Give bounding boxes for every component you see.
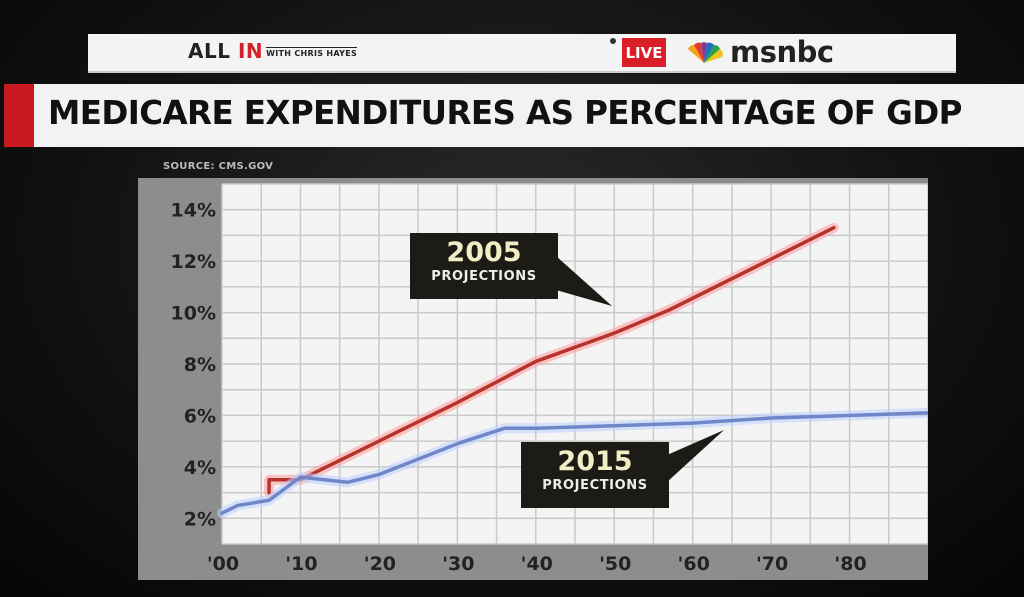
y-tick-label: 12% — [171, 251, 216, 273]
source-label: SOURCE: CMS.GOV — [163, 161, 274, 172]
x-tick-label: '50 — [599, 553, 631, 575]
network-logo: msnbc — [730, 35, 834, 69]
callout-2005-projections: 2005 PROJECTIONS — [410, 233, 558, 299]
show-logo: ALL IN WITH CHRIS HAYES — [188, 39, 358, 63]
callout-year: 2005 — [446, 237, 522, 268]
series-2005-line — [267, 225, 836, 495]
x-tick-label: '20 — [364, 553, 396, 575]
series-2015-line — [220, 411, 928, 515]
live-badge: LIVE — [622, 38, 666, 67]
y-tick-label: 14% — [171, 200, 216, 222]
title-bar: MEDICARE EXPENDITURES AS PERCENTAGE OF G… — [4, 84, 1024, 147]
callout-label: PROJECTIONS — [542, 478, 648, 493]
y-tick-label: 2% — [184, 508, 216, 530]
x-tick-label: '80 — [834, 553, 866, 575]
x-tick-label: '60 — [678, 553, 710, 575]
x-tick-label: '70 — [756, 553, 788, 575]
x-tick-label: '30 — [442, 553, 474, 575]
callout-year: 2015 — [557, 446, 633, 477]
show-name: ALL — [188, 39, 238, 63]
y-tick-label: 4% — [184, 457, 216, 479]
y-tick-label: 10% — [171, 303, 216, 325]
y-tick-label: 8% — [184, 354, 216, 376]
live-dot-icon — [610, 38, 616, 44]
title-accent — [4, 84, 34, 147]
x-tick-label: '00 — [207, 553, 239, 575]
peacock-icon — [688, 42, 723, 63]
show-host: WITH CHRIS HAYES — [266, 47, 358, 58]
x-tick-label: '10 — [285, 553, 317, 575]
chart-title: MEDICARE EXPENDITURES AS PERCENTAGE OF G… — [48, 94, 962, 132]
callout-label: PROJECTIONS — [431, 269, 537, 284]
callout-2015-projections: 2015 PROJECTIONS — [521, 442, 669, 508]
show-banner: ALL IN WITH CHRIS HAYES LIVE msnbc — [88, 34, 956, 73]
y-tick-label: 6% — [184, 405, 216, 427]
x-tick-label: '40 — [521, 553, 553, 575]
show-name-accent: IN — [237, 39, 264, 63]
line-chart: 2% 4% 6% 8% 10% 12% 14% '00 '10 '20 '30 '40 '50 '60 '7… — [171, 183, 928, 575]
